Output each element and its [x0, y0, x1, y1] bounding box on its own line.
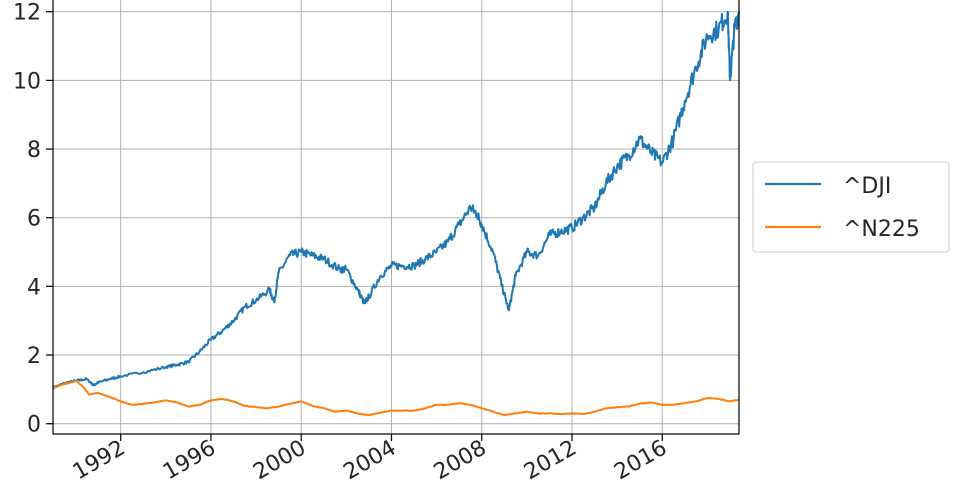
x-axis-ticks: 1992 1996 2000 2004 2008 2012 2016: [69, 434, 671, 486]
x-tick-label: 2000: [249, 436, 310, 486]
series-lines: [52, 10, 740, 417]
x-tick-label: 1992: [69, 436, 130, 486]
x-tick-label: 2008: [430, 436, 491, 486]
series-line-dji: [52, 10, 740, 390]
y-tick-label: 2: [27, 344, 41, 369]
legend: ^DJI ^N225: [752, 161, 950, 253]
y-tick-label: 4: [27, 275, 41, 300]
x-tick-label: 2016: [610, 436, 671, 486]
plot-frame: [52, 0, 740, 435]
y-tick-label: 12: [13, 1, 41, 26]
y-tick-label: 10: [13, 69, 41, 94]
y-axis-ticks: 0 2 4 6 8 10 12: [13, 1, 53, 438]
legend-label-dji: ^DJI: [843, 174, 891, 199]
y-tick-label: 8: [27, 138, 41, 163]
legend-label-n225: ^N225: [843, 217, 920, 242]
x-tick-label: 2004: [339, 436, 400, 486]
x-tick-label: 2012: [520, 436, 581, 486]
y-tick-label: 0: [27, 413, 41, 438]
x-tick-label: 1996: [159, 436, 220, 486]
y-tick-label: 6: [27, 207, 41, 232]
series-line-n225: [52, 379, 740, 417]
grid-lines: [53, 0, 739, 434]
